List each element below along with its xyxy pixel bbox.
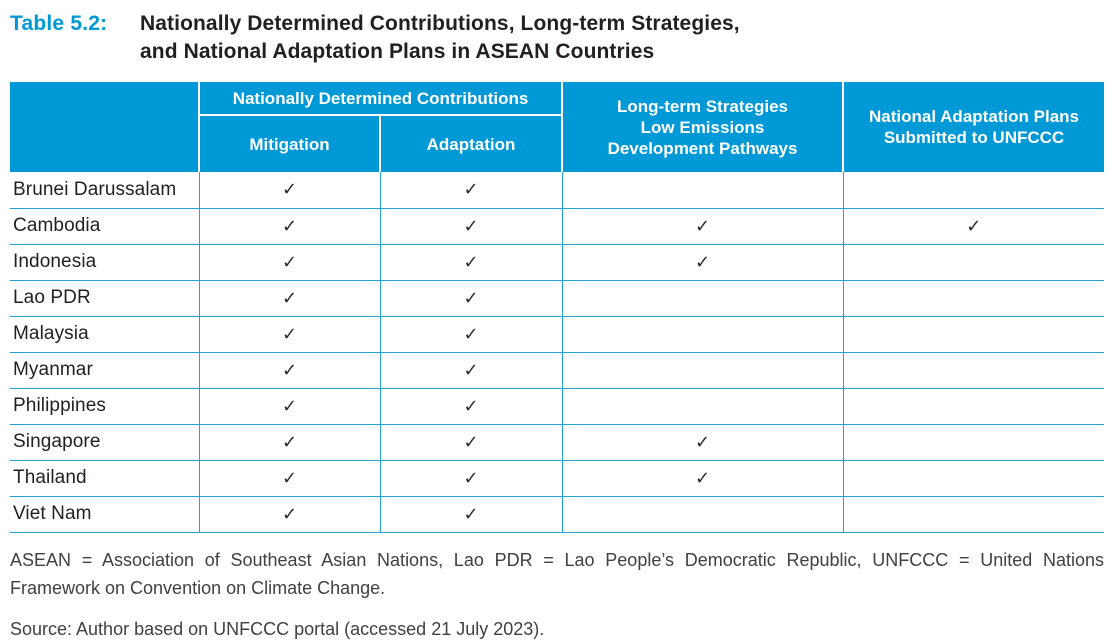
adaptation-check-mark: ✓ <box>380 172 563 209</box>
mitigation-check-mark: ✓ <box>199 172 381 209</box>
table-row: Cambodia ✓ ✓ ✓ ✓ <box>10 208 1105 245</box>
table-row: Singapore ✓ ✓ ✓ <box>10 424 1105 461</box>
table-row: Philippines ✓ ✓ <box>10 388 1105 425</box>
table-row: Indonesia ✓ ✓ ✓ <box>10 244 1105 281</box>
mitigation-check-mark: ✓ <box>199 244 381 281</box>
adaptation-check-mark: ✓ <box>380 208 563 245</box>
lts-check-mark: ✓ <box>562 460 844 497</box>
table-row: Thailand ✓ ✓ ✓ <box>10 460 1105 497</box>
lts-check-mark: ✓ <box>562 244 844 281</box>
lts-check-mark: ✓ <box>562 208 844 245</box>
lts-empty-cell <box>562 352 844 389</box>
adaptation-check-mark: ✓ <box>380 352 563 389</box>
nap-empty-cell <box>843 352 1105 389</box>
table-title: Table 5.2: Nationally Determined Contrib… <box>10 10 1104 66</box>
nap-empty-cell <box>843 172 1105 209</box>
lts-empty-cell <box>562 496 844 533</box>
lts-empty-cell <box>562 280 844 317</box>
abbreviations-note-line2: Framework on Convention on Climate Chang… <box>10 577 386 598</box>
country-cell: Indonesia <box>10 244 200 281</box>
lts-check-mark: ✓ <box>562 424 844 461</box>
table-row: Lao PDR ✓ ✓ <box>10 280 1105 317</box>
mitigation-check-mark: ✓ <box>199 316 381 353</box>
adaptation-check-mark: ✓ <box>380 316 563 353</box>
mitigation-check-mark: ✓ <box>199 280 381 317</box>
adaptation-check-mark: ✓ <box>380 460 563 497</box>
table-number-label: Table 5.2: <box>10 12 108 35</box>
abbreviations-note-line1: ASEAN = Association of Southeast Asian N… <box>10 549 1104 570</box>
nap-check-mark: ✓ <box>843 208 1105 245</box>
adaptation-check-mark: ✓ <box>380 424 563 461</box>
header-nap: National Adaptation Plans Submitted to U… <box>843 82 1105 172</box>
mitigation-check-mark: ✓ <box>199 496 381 533</box>
footnotes-block: ASEAN = Association of Southeast Asian N… <box>10 546 1104 641</box>
header-ndc-group: Nationally Determined Contributions <box>199 82 564 116</box>
asean-ndc-table: Nationally Determined Contributions Long… <box>10 82 1105 533</box>
table-title-text: Nationally Determined Contributions, Lon… <box>140 12 740 63</box>
table-row: Brunei Darussalam ✓ ✓ <box>10 172 1105 209</box>
country-cell: Philippines <box>10 388 200 425</box>
header-lts: Long-term Strategies Low Emissions Devel… <box>562 82 845 172</box>
country-cell: Thailand <box>10 460 200 497</box>
mitigation-check-mark: ✓ <box>199 352 381 389</box>
adaptation-check-mark: ✓ <box>380 388 563 425</box>
table-row: Myanmar ✓ ✓ <box>10 352 1105 389</box>
nap-empty-cell <box>843 316 1105 353</box>
table-row: Malaysia ✓ ✓ <box>10 316 1105 353</box>
country-cell: Brunei Darussalam <box>10 172 200 209</box>
nap-empty-cell <box>843 424 1105 461</box>
table-body: Brunei Darussalam ✓ ✓ Cambodia ✓ ✓ ✓ ✓ Indonesia… <box>10 172 1105 533</box>
table-row: Viet Nam ✓ ✓ <box>10 496 1105 533</box>
nap-empty-cell <box>843 388 1105 425</box>
table-header: Nationally Determined Contributions Long… <box>10 82 1105 172</box>
nap-empty-cell <box>843 244 1105 281</box>
mitigation-check-mark: ✓ <box>199 388 381 425</box>
country-cell: Myanmar <box>10 352 200 389</box>
lts-empty-cell <box>562 172 844 209</box>
nap-empty-cell <box>843 280 1105 317</box>
lts-empty-cell <box>562 388 844 425</box>
country-cell: Lao PDR <box>10 280 200 317</box>
mitigation-check-mark: ✓ <box>199 208 381 245</box>
adaptation-check-mark: ✓ <box>380 244 563 281</box>
adaptation-check-mark: ✓ <box>380 496 563 533</box>
country-cell: Cambodia <box>10 208 200 245</box>
source-note: Source: Author based on UNFCCC portal (a… <box>10 618 545 639</box>
header-adaptation: Adaptation <box>380 115 564 172</box>
adaptation-check-mark: ✓ <box>380 280 563 317</box>
mitigation-check-mark: ✓ <box>199 424 381 461</box>
country-cell: Malaysia <box>10 316 200 353</box>
mitigation-check-mark: ✓ <box>199 460 381 497</box>
lts-empty-cell <box>562 316 844 353</box>
header-mitigation: Mitigation <box>199 115 381 172</box>
nap-empty-cell <box>843 460 1105 497</box>
country-cell: Singapore <box>10 424 200 461</box>
corner-header-cell <box>10 82 200 172</box>
country-cell: Viet Nam <box>10 496 200 533</box>
nap-empty-cell <box>843 496 1105 533</box>
